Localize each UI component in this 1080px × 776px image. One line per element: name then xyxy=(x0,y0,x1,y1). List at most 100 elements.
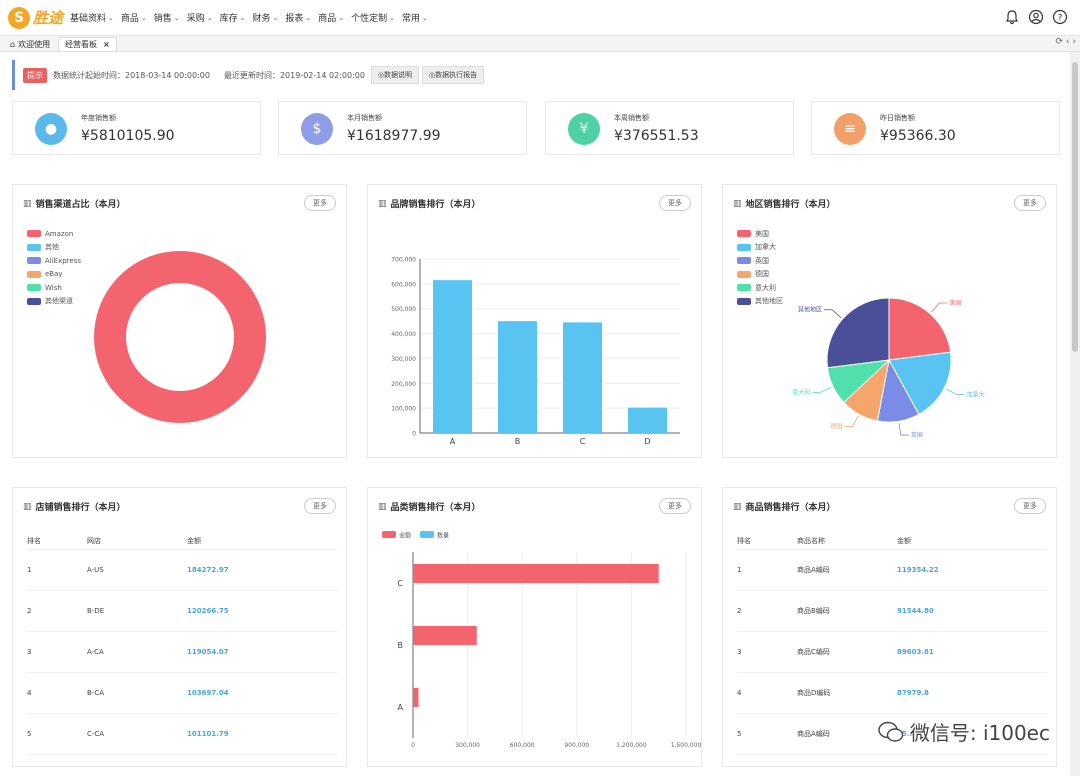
legend-item[interactable]: 德国 xyxy=(737,268,783,282)
legend-item[interactable]: 其他地区 xyxy=(737,295,783,309)
column-header: 网店 xyxy=(87,536,101,545)
more-button[interactable]: 更多 xyxy=(304,195,336,211)
pie-label-line xyxy=(823,309,842,318)
legend-item[interactable]: 加拿大 xyxy=(737,241,783,255)
nav-item[interactable]: 财务 ⌄ xyxy=(252,11,278,25)
panel-title: ▥ 商品销售排行（本月） xyxy=(733,501,836,514)
legend-item[interactable]: eBay xyxy=(27,268,81,282)
panel-product: ▥ 商品销售排行（本月） 更多 排名 商品名称 金额 1 商品A编码 119354.22 2 商… xyxy=(722,487,1057,767)
table-cell: A-CA xyxy=(87,648,104,656)
table-row[interactable]: 2 商品B编码 91544.80 xyxy=(737,591,1047,632)
legend-item[interactable]: 意大利 xyxy=(737,281,783,295)
table-row[interactable]: 4 B-CA 103697.04 xyxy=(27,673,337,714)
nav-item[interactable]: 销售 ⌄ xyxy=(153,11,180,25)
logo[interactable]: S 胜途 xyxy=(8,6,70,29)
close-icon[interactable]: × xyxy=(103,40,110,49)
chevron-down-icon: ⌄ xyxy=(108,13,114,22)
logo-text: 胜途 xyxy=(33,9,64,27)
more-button[interactable]: 更多 xyxy=(659,498,691,514)
more-button[interactable]: 更多 xyxy=(1014,195,1046,211)
table-cell: 商品B编码 xyxy=(797,607,830,615)
table-row[interactable]: 1 A-US 184272.97 xyxy=(27,550,337,591)
pie-label: 加拿大 xyxy=(967,391,985,399)
table-cell: 4 xyxy=(27,689,32,697)
table-row[interactable]: 5 C-CA 101101.79 xyxy=(27,714,337,755)
bar xyxy=(498,321,537,433)
legend-item[interactable]: 美国 xyxy=(737,227,783,241)
user-icon[interactable] xyxy=(1028,9,1044,25)
legend-swatch xyxy=(737,284,751,292)
x-tick-label: 900,000 xyxy=(564,742,589,749)
amount-cell: 119354.22 xyxy=(897,566,939,574)
nav-item[interactable]: 商品 ⌄ xyxy=(121,11,147,25)
scroll-thumb[interactable] xyxy=(1072,62,1078,352)
notice-bar: 提示 数据统计起始时间：2018-03-14 00:00:00 最近更新时间：2… xyxy=(12,60,1057,90)
more-button[interactable]: 更多 xyxy=(1014,498,1046,514)
legend-item[interactable]: Wish xyxy=(27,281,81,295)
legend-item[interactable]: Amazon xyxy=(27,227,81,241)
x-tick-label: 600,000 xyxy=(510,742,535,749)
bar-chart-icon: ▥ xyxy=(378,198,387,209)
chevron-down-icon: ⌄ xyxy=(338,13,345,22)
legend-swatch xyxy=(737,257,751,265)
table-cell: A-US xyxy=(87,566,104,574)
pie-label-line xyxy=(945,388,965,395)
data-report-button[interactable]: ◎数据执行报告 xyxy=(422,66,485,84)
legend-label: Amazon xyxy=(45,229,74,238)
legend-swatch xyxy=(420,531,434,538)
tab-dashboard[interactable]: 经营看板 × xyxy=(58,37,117,51)
amount-cell: 184272.97 xyxy=(187,566,229,574)
table-row[interactable]: 3 商品C编码 89603.81 xyxy=(737,632,1047,673)
nav-item[interactable]: 商品 ⌄ xyxy=(318,11,345,25)
table-row[interactable]: 3 A-CA 119054.07 xyxy=(27,632,337,673)
notice-badge: 提示 xyxy=(23,67,47,83)
table-row[interactable]: 2 B-DE 120266.75 xyxy=(27,591,337,632)
legend-swatch xyxy=(737,270,751,278)
tab-home[interactable]: ⌂ 欢迎使用 xyxy=(4,37,56,51)
bar-chart-icon: ▥ xyxy=(23,501,32,512)
bar-chart-icon: ▥ xyxy=(378,501,387,512)
y-tick-label: B xyxy=(398,641,404,650)
refresh-icon[interactable]: ⟳ ‹ › xyxy=(1055,37,1076,47)
panel-title: ▥ 品牌销售排行（本月） xyxy=(378,198,481,211)
product-ranking-table: 排名 商品名称 金额 1 商品A编码 119354.22 2 商品B编码 91544.80 3 商品… xyxy=(737,532,1047,755)
more-button[interactable]: 更多 xyxy=(304,498,336,514)
y-tick-label: 300,000 xyxy=(391,356,416,363)
data-explain-button[interactable]: ◎数据说明 xyxy=(370,66,420,84)
legend-item[interactable]: 其他 xyxy=(27,241,81,255)
amount-cell: 91544.80 xyxy=(897,607,934,615)
table-row[interactable]: 1 商品A编码 119354.22 xyxy=(737,550,1047,591)
table-cell: B-DE xyxy=(87,607,105,615)
nav-item[interactable]: 库存 ⌄ xyxy=(220,11,246,25)
legend-label: AliExpress xyxy=(45,256,82,265)
nav-item[interactable]: 常用 ⌄ xyxy=(402,11,428,25)
table-cell: 1 xyxy=(27,566,32,574)
help-icon[interactable]: ? xyxy=(1052,9,1068,25)
scrollbar[interactable] xyxy=(1070,52,1080,776)
nav-item[interactable]: 基础资料 ⌄ xyxy=(70,11,114,25)
legend-swatch xyxy=(382,531,396,538)
legend-swatch xyxy=(737,230,751,238)
table-row[interactable]: 5 商品A编码 85... xyxy=(737,714,1047,755)
more-button[interactable]: 更多 xyxy=(659,195,691,211)
table-row[interactable]: 4 商品D编码 87979.8 xyxy=(737,673,1047,714)
pie-label-line xyxy=(931,302,948,313)
bell-icon[interactable] xyxy=(1004,9,1020,25)
legend-swatch xyxy=(27,257,41,265)
nav-item[interactable]: 报表 ⌄ xyxy=(285,11,311,25)
chart-legend: Amazon 其他 AliExpress eBay Wish 其他渠道 xyxy=(27,227,81,308)
nav-item-label: 销售 xyxy=(153,14,172,24)
stat-card-month: $ 本月销售额 ¥1618977.99 xyxy=(278,101,527,155)
nav-item[interactable]: 个性定制 ⌄ xyxy=(351,11,395,25)
legend-item[interactable]: AliExpress xyxy=(27,254,81,268)
nav-item[interactable]: 采购 ⌄ xyxy=(187,11,213,25)
table-cell: 5 xyxy=(27,730,32,738)
bar xyxy=(413,688,419,707)
bar xyxy=(413,626,477,645)
y-tick-label: 600,000 xyxy=(391,281,416,288)
legend-item[interactable]: 其他渠道 xyxy=(27,295,81,309)
chevron-down-icon: ⌄ xyxy=(140,13,147,22)
table-cell: 商品A编码 xyxy=(797,730,830,738)
pie-label: 德国 xyxy=(830,423,842,431)
legend-item[interactable]: 英国 xyxy=(737,254,783,268)
